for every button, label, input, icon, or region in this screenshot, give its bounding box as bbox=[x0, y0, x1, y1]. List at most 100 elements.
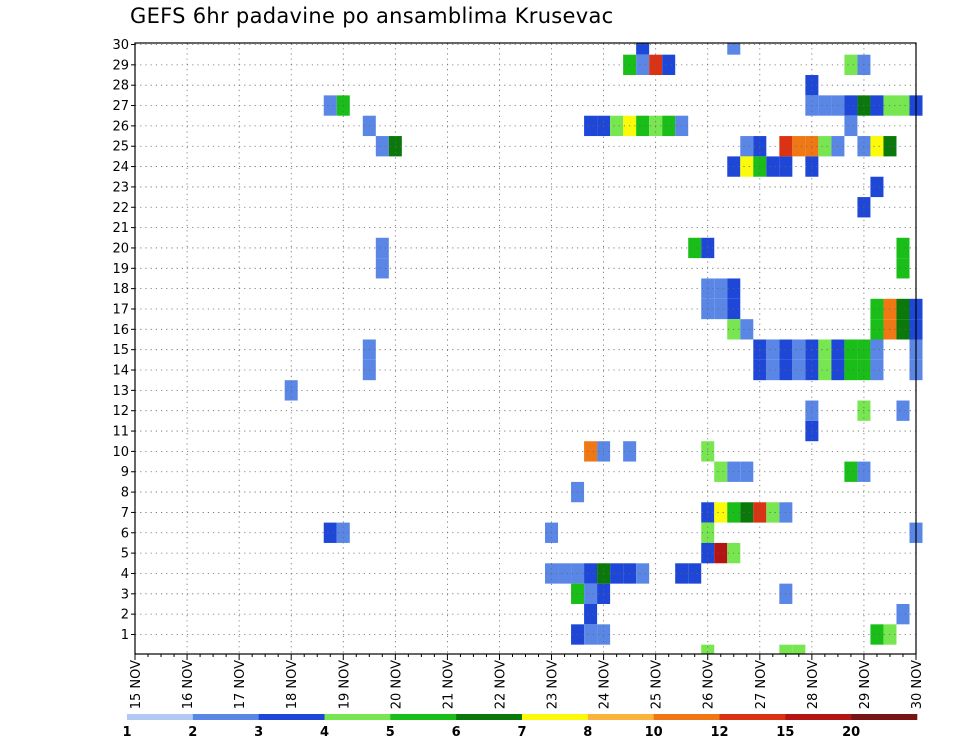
x-tick-label: 27 NOV bbox=[754, 660, 769, 709]
precip-cell bbox=[844, 359, 858, 381]
x-tick-label: 20 NOV bbox=[389, 660, 404, 709]
x-tick-label: 21 NOV bbox=[441, 660, 456, 709]
legend-label: 2 bbox=[188, 725, 197, 740]
y-tick-label: 2 bbox=[121, 608, 129, 623]
precip-cell bbox=[792, 136, 806, 157]
legend-swatch bbox=[456, 714, 523, 720]
y-tick-label: 5 bbox=[121, 547, 129, 562]
precip-cell bbox=[870, 136, 884, 157]
legend-label: 3 bbox=[254, 725, 263, 740]
precip-cell bbox=[766, 502, 780, 523]
legend-swatch bbox=[851, 714, 918, 720]
precip-cell bbox=[792, 359, 806, 381]
precip-cell bbox=[792, 339, 806, 360]
y-tick-label: 4 bbox=[121, 567, 129, 582]
x-tick-label: 19 NOV bbox=[337, 660, 352, 709]
precip-cell bbox=[701, 644, 715, 654]
y-tick-label: 20 bbox=[112, 241, 129, 256]
precip-cell bbox=[714, 461, 728, 482]
precip-cell bbox=[740, 136, 754, 157]
precip-cell bbox=[636, 563, 650, 584]
precip-cell bbox=[714, 298, 728, 320]
y-axis: 1234567891011121314151617181920212223242… bbox=[112, 38, 135, 643]
x-tick-label: 18 NOV bbox=[285, 660, 300, 709]
x-tick-label: 25 NOV bbox=[650, 660, 665, 709]
precip-cell bbox=[740, 502, 754, 523]
precip-cell bbox=[766, 359, 780, 381]
y-tick-label: 24 bbox=[112, 160, 129, 175]
precip-cell bbox=[740, 461, 754, 482]
precip-cell bbox=[740, 319, 754, 340]
precip-cell bbox=[727, 43, 741, 55]
legend-swatch bbox=[192, 714, 259, 720]
precip-cell bbox=[870, 359, 884, 381]
x-tick-label: 17 NOV bbox=[233, 660, 248, 709]
precip-cell bbox=[844, 339, 858, 360]
precip-cell bbox=[779, 644, 793, 654]
chart-title: GEFS 6hr padavine po ansamblima Krusevac bbox=[130, 4, 614, 28]
x-tick-label: 15 NOV bbox=[129, 660, 144, 709]
legend-label: 7 bbox=[517, 725, 526, 740]
y-tick-label: 22 bbox=[112, 201, 129, 216]
precip-cell bbox=[844, 115, 858, 137]
precip-cell bbox=[896, 603, 910, 625]
y-tick-label: 1 bbox=[121, 628, 129, 643]
legend-swatch bbox=[785, 714, 852, 720]
y-tick-label: 17 bbox=[112, 302, 129, 317]
precip-cell bbox=[896, 400, 910, 421]
y-tick-label: 16 bbox=[112, 323, 129, 338]
legend-swatch bbox=[719, 714, 786, 720]
x-tick-label: 30 NOV bbox=[910, 660, 925, 709]
legend-swatch bbox=[127, 714, 194, 720]
y-tick-label: 19 bbox=[112, 262, 129, 277]
y-tick-label: 14 bbox=[112, 364, 129, 379]
precip-cell bbox=[584, 441, 598, 462]
x-tick-label: 22 NOV bbox=[493, 660, 508, 709]
legend-label: 12 bbox=[710, 725, 728, 740]
precip-cell bbox=[375, 258, 389, 279]
x-tick-label: 16 NOV bbox=[181, 660, 196, 709]
y-tick-label: 30 bbox=[112, 38, 129, 53]
y-tick-label: 7 bbox=[121, 506, 129, 521]
precip-cells bbox=[284, 43, 923, 654]
legend-label: 15 bbox=[776, 725, 794, 740]
x-tick-label: 23 NOV bbox=[546, 660, 561, 709]
y-tick-label: 11 bbox=[112, 425, 129, 440]
precip-cell bbox=[818, 339, 832, 360]
precip-cell bbox=[896, 237, 910, 259]
y-tick-label: 13 bbox=[112, 384, 129, 399]
y-tick-label: 21 bbox=[112, 221, 129, 236]
legend-label: 5 bbox=[386, 725, 395, 740]
precip-cell bbox=[870, 339, 884, 360]
y-tick-label: 18 bbox=[112, 282, 129, 297]
precip-cell bbox=[766, 156, 780, 177]
precip-cell bbox=[584, 563, 598, 584]
x-tick-label: 24 NOV bbox=[598, 660, 613, 709]
y-tick-label: 29 bbox=[112, 58, 129, 73]
legend-label: 10 bbox=[645, 725, 663, 740]
legend-swatch bbox=[522, 714, 589, 720]
precip-cell bbox=[662, 54, 676, 76]
precip-cell bbox=[584, 583, 598, 604]
precip-cell bbox=[610, 115, 624, 137]
y-tick-label: 23 bbox=[112, 180, 129, 195]
precip-cell bbox=[792, 644, 806, 654]
precip-cell bbox=[870, 624, 884, 645]
precip-cell bbox=[896, 298, 910, 320]
y-tick-label: 3 bbox=[121, 587, 129, 602]
precip-cell bbox=[870, 95, 884, 116]
x-tick-label: 28 NOV bbox=[806, 660, 821, 709]
precip-cell bbox=[584, 624, 598, 645]
y-tick-label: 9 bbox=[121, 465, 129, 480]
precip-cell bbox=[818, 136, 832, 157]
y-tick-label: 27 bbox=[112, 99, 129, 114]
y-tick-label: 15 bbox=[112, 343, 129, 358]
precip-cell bbox=[766, 339, 780, 360]
legend-swatch bbox=[324, 714, 391, 720]
precip-cell bbox=[610, 563, 624, 584]
precip-cell bbox=[323, 522, 337, 543]
precip-cell bbox=[688, 237, 702, 259]
precip-cell bbox=[844, 54, 858, 76]
precip-cell bbox=[375, 136, 389, 157]
